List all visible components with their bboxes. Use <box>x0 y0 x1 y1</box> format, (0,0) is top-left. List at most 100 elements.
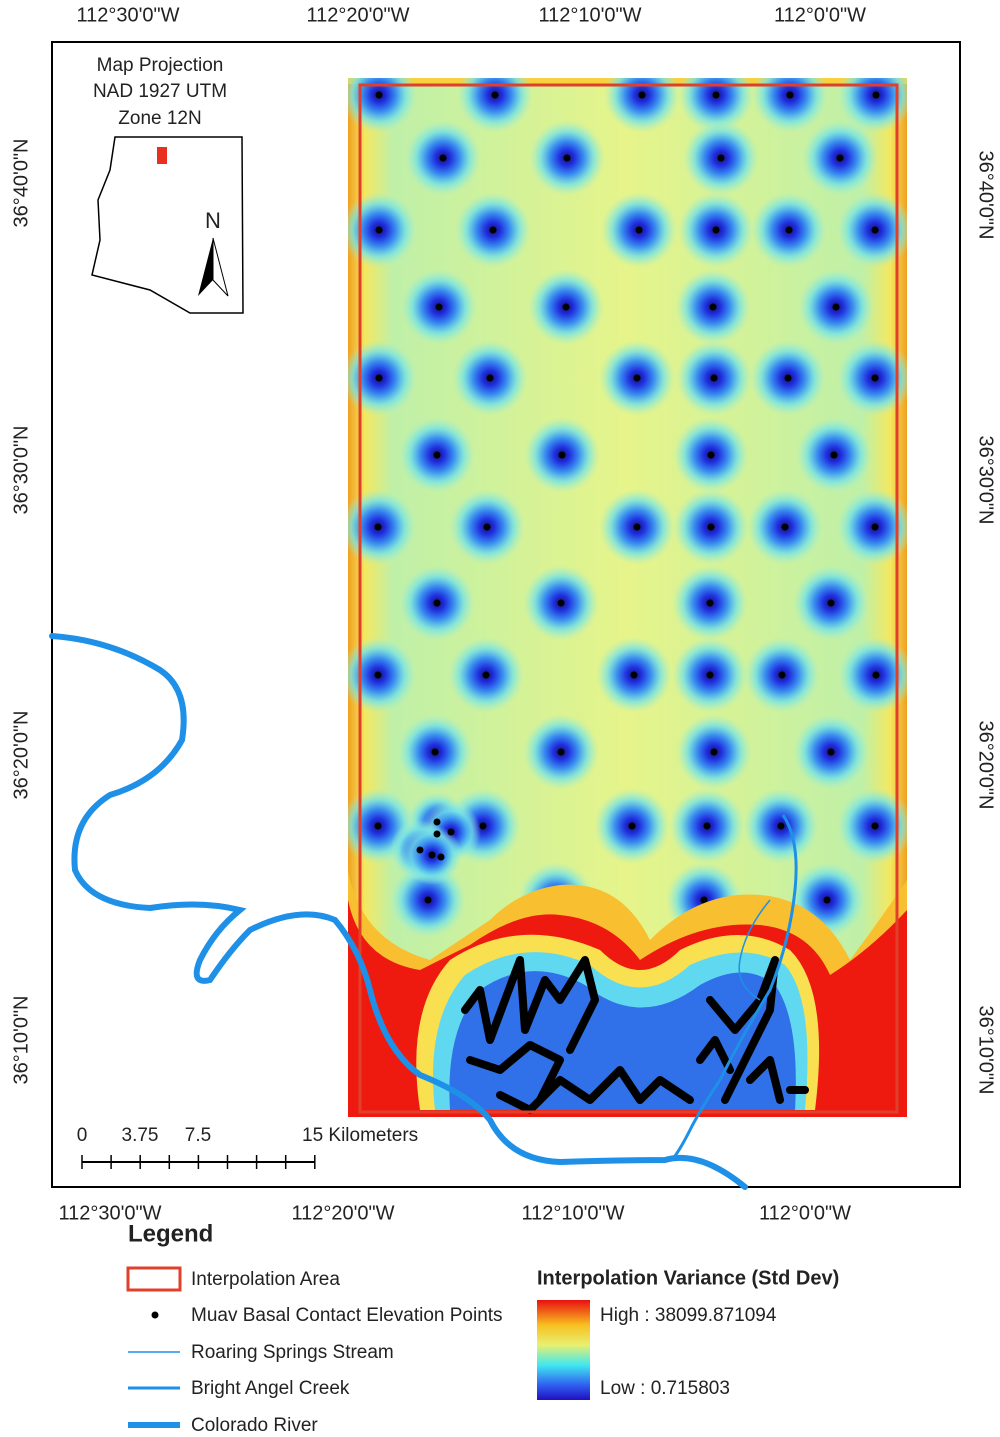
sample-point <box>489 226 497 234</box>
variance-spot <box>348 489 416 565</box>
projection-text: Map Projection <box>97 55 224 76</box>
sample-point <box>374 822 382 830</box>
sample-point <box>374 523 382 531</box>
sample-point <box>827 599 835 607</box>
sample-point <box>447 828 455 836</box>
sample-point <box>557 748 565 756</box>
left-latitude-label: 36°30'0"N <box>10 426 32 515</box>
legend-item: Roaring Springs Stream <box>191 1342 394 1363</box>
sample-point <box>784 374 792 382</box>
sample-point <box>630 671 638 679</box>
top-longitude-label: 112°0'0"W <box>774 4 866 26</box>
sample-point <box>428 851 436 859</box>
sample-point <box>710 374 718 382</box>
sample-point <box>491 91 499 99</box>
top-longitude-label: 112°20'0"W <box>306 4 409 26</box>
sample-point <box>638 91 646 99</box>
color-ramp <box>537 1300 590 1400</box>
sample-point <box>437 853 445 861</box>
sample-point <box>823 896 831 904</box>
sample-point <box>707 451 715 459</box>
north-label: N <box>205 208 221 233</box>
sample-point <box>786 91 794 99</box>
scale-ticks <box>81 1155 316 1169</box>
sample-point <box>375 226 383 234</box>
sample-point <box>717 154 725 162</box>
canyon-points <box>461 956 809 1114</box>
north-arrow <box>198 238 213 296</box>
sample-point <box>431 748 439 756</box>
sample-point <box>557 599 565 607</box>
variance-spot <box>838 78 907 133</box>
sample-point <box>482 671 490 679</box>
legend-title: Legend <box>128 1220 213 1247</box>
sample-point <box>483 523 491 531</box>
north-arrow <box>212 237 229 297</box>
sample-point <box>827 748 835 756</box>
low-variance-spots <box>348 78 907 938</box>
variance-spot <box>348 78 417 133</box>
ramp-high: High : 38099.871094 <box>600 1305 777 1326</box>
legend-item: Interpolation Area <box>191 1269 340 1290</box>
legend-item: Colorado River <box>191 1415 318 1436</box>
sample-point <box>433 451 441 459</box>
sample-point <box>479 822 487 830</box>
map-frame <box>51 41 961 1188</box>
interpolation-area <box>358 83 899 1114</box>
sample-point <box>433 599 441 607</box>
right-latitude-label: 36°40'0"N <box>975 151 997 240</box>
sample-point <box>375 374 383 382</box>
graticule-labels: 112°30'0"W 112°20'0"W 112°10'0"W 112°0'0"W 1… <box>10 4 996 1224</box>
variance-spot <box>457 78 533 133</box>
sample-point <box>872 671 880 679</box>
top-longitude-label: 112°10'0"W <box>538 4 641 26</box>
legend-swatch <box>126 1266 182 1292</box>
right-latitude-label: 36°30'0"N <box>975 436 997 525</box>
scale-label: 0 <box>77 1125 88 1146</box>
roaring-springs-stream <box>738 899 771 1001</box>
variance-spot <box>348 637 416 713</box>
sample-point <box>710 748 718 756</box>
sample-point <box>439 154 447 162</box>
sample-point <box>871 226 879 234</box>
sample-point <box>712 91 720 99</box>
sample-point <box>424 896 432 904</box>
sample-point <box>703 822 711 830</box>
scale-label: 7.5 <box>185 1125 211 1146</box>
ramp-title: Interpolation Variance (Std Dev) <box>537 1267 839 1289</box>
right-latitude-label: 36°20'0"N <box>975 721 997 810</box>
scale-bar: 0 3.75 7.5 15 Kilometers <box>77 1125 418 1169</box>
sample-point <box>433 830 441 838</box>
sample-point <box>781 523 789 531</box>
sample-point <box>836 154 844 162</box>
scale-label: 3.75 <box>122 1125 159 1146</box>
left-latitude-label: 36°10'0"N <box>10 996 32 1085</box>
legend-item: Bright Angel Creek <box>191 1378 350 1399</box>
sample-point <box>785 226 793 234</box>
scale-label: 15 Kilometers <box>302 1125 418 1146</box>
sample-point <box>563 154 571 162</box>
sample-point <box>375 91 383 99</box>
sample-point <box>700 896 708 904</box>
bright-angle-creek <box>670 814 798 1161</box>
sample-point <box>486 374 494 382</box>
sample-point <box>562 303 570 311</box>
sample-point <box>830 451 838 459</box>
variance-spot <box>752 78 828 133</box>
sample-point <box>633 374 641 382</box>
sample-point <box>374 671 382 679</box>
projection-text: Zone 12N <box>118 108 201 129</box>
ramp-low: Low : 0.715803 <box>600 1378 730 1399</box>
sample-point <box>435 303 443 311</box>
sample-point <box>635 226 643 234</box>
right-latitude-label: 36°10'0"N <box>975 1006 997 1095</box>
left-latitude-label: 36°20'0"N <box>10 711 32 800</box>
variance-raster <box>348 78 907 1117</box>
sample-point <box>628 822 636 830</box>
sample-point <box>633 523 641 531</box>
sample-point <box>707 523 715 531</box>
sample-point <box>871 374 879 382</box>
sample-point <box>709 303 717 311</box>
